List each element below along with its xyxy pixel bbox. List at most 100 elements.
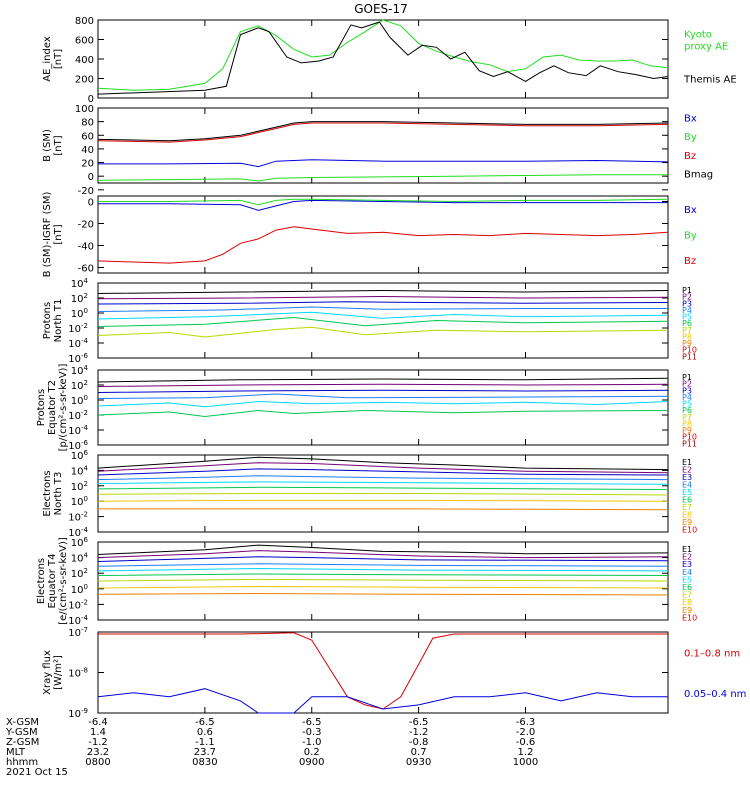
series-line-P4 <box>97 393 669 399</box>
y-tick-label: 0 <box>88 198 94 209</box>
series-line-E8 <box>97 585 669 589</box>
legend-entry: E7 <box>682 503 692 512</box>
series-line-P6 <box>97 316 669 327</box>
series-line-P6 <box>97 409 669 418</box>
y-tick-label: -20 <box>78 186 94 197</box>
legend-entry: P2 <box>682 380 692 389</box>
series-line-Bz <box>97 226 669 264</box>
y-tick-label: 10-6 <box>68 439 88 452</box>
series-line-Themis-AE <box>97 21 669 95</box>
legend-entry: E4 <box>682 568 692 577</box>
series-line-Kyoto-proxy-AE <box>97 19 669 91</box>
series-line-P4 <box>97 306 668 312</box>
y-axis-label: ElectronsNorth T3 <box>42 470 64 516</box>
legend-entry: P10 <box>682 346 697 355</box>
legend-entry: Bx <box>684 205 697 216</box>
series-line-Bx <box>98 159 669 168</box>
series-line-P1 <box>97 377 669 383</box>
legend-entry: P5 <box>682 313 692 322</box>
y-tick-label: 104 <box>71 364 89 377</box>
legend-entry: E3 <box>682 473 692 482</box>
legend-entry: Bz <box>684 151 696 162</box>
y-tick-label: 200 <box>75 75 94 86</box>
y-tick-label: -40 <box>78 242 94 253</box>
panel-bsm: 100 80 60 40 20 0 -20 B (SM)[nT] Bx By Bz Bmag <box>42 104 713 197</box>
series-line-E8 <box>97 499 669 502</box>
x-axis-value: 23.7 <box>194 747 216 758</box>
y-tick-label: 10-4 <box>68 337 88 350</box>
legend-entry: 0.05–0.4 nm <box>684 689 746 700</box>
legend-entry: Bz <box>684 256 696 267</box>
panel-ae: 800 600 400 200 0 AE_index[nT] Kyoto proxy AE Th… <box>42 16 737 105</box>
series-line-E9 <box>97 592 669 596</box>
legend-entry: Themis AE <box>683 75 737 86</box>
x-axis-value: -1.2 <box>88 737 108 748</box>
legend-entry: 0.1–0.8 nm <box>684 648 740 659</box>
x-axis-value: -2.0 <box>516 727 536 738</box>
x-axis-value: -6.3 <box>516 717 536 728</box>
chart-title: GOES-17 <box>354 2 408 16</box>
series-line-By <box>97 174 668 182</box>
y-axis-label: B (SM)-IGRF (SM)[nT] <box>42 192 64 278</box>
x-axis-row-label: MLT <box>6 747 26 758</box>
y-tick-label: 10-7 <box>68 626 88 639</box>
legend-entry: P1 <box>682 286 692 295</box>
legend-entry: E3 <box>682 560 692 569</box>
y-tick-label: 40 <box>81 145 94 156</box>
x-axis-value: -0.8 <box>409 737 429 748</box>
series-line-E6 <box>97 486 669 491</box>
y-tick-label: -60 <box>78 264 94 275</box>
x-axis-row-label: X-GSM <box>6 717 39 728</box>
series-line-E3 <box>97 468 669 476</box>
x-axis-value: 0800 <box>85 757 110 768</box>
y-axis-label: ElectronsEquator T4[e/(cm²-s-sr-keV)] <box>36 537 69 625</box>
y-axis-label: Xray flux[W/m²] <box>42 650 64 695</box>
x-axis-value: -1.0 <box>302 737 322 748</box>
y-tick-label: 102 <box>71 292 88 305</box>
series-line-Bz <box>97 122 669 143</box>
y-axis-label: AE_index[nT] <box>42 36 64 82</box>
y-tick-label: 80 <box>81 118 94 129</box>
legend-entry: Kyoto proxy AE <box>684 30 728 53</box>
panel-frame <box>97 454 669 533</box>
x-axis-value: -0.3 <box>302 727 322 738</box>
legend-entry: P9 <box>682 426 692 435</box>
series-line-Bmag <box>97 121 669 142</box>
legend-entry: P7 <box>682 413 692 422</box>
y-axis-label: ProtonsEquator T2[p/(cm²-s-sr-keV)] <box>36 364 69 452</box>
y-tick-label: 100 <box>71 307 88 320</box>
x-axis-row-label: 2021 Oct 15 <box>6 767 68 778</box>
y-tick-label: 10-4 <box>68 526 88 539</box>
panel-frame <box>97 369 669 446</box>
legend-entry: E10 <box>682 526 697 535</box>
y-tick-label: 0 <box>88 172 94 183</box>
legend-entry: P1 <box>682 373 692 382</box>
series-line-E7 <box>97 578 669 582</box>
y-tick-label: 102 <box>71 379 88 392</box>
legend-entry: P7 <box>682 326 692 335</box>
panel-pnorth: 104 102 100 10-2 10-4 10-6 ProtonsNorth T1 P1P2… <box>42 277 697 365</box>
series-line-E2 <box>97 550 669 559</box>
legend-entry: P5 <box>682 400 692 409</box>
x-axis-value: 0.2 <box>304 747 320 758</box>
legend-entry: P10 <box>682 433 697 442</box>
panel-frame <box>97 631 669 714</box>
series-line-P1 <box>97 289 669 294</box>
legend-entry: P3 <box>682 299 692 308</box>
y-tick-label: 600 <box>75 36 94 47</box>
panel-frame <box>97 282 669 359</box>
x-axis-row-label: Y-GSM <box>5 727 38 738</box>
series-line-E7 <box>97 493 669 496</box>
series-line-0-1-0-8-nm <box>98 632 668 710</box>
legend-entry: E5 <box>682 575 692 584</box>
x-axis-value: 1.4 <box>90 727 106 738</box>
y-tick-label: 106 <box>71 449 89 462</box>
series-line-0-05-0-4-nm <box>97 688 668 714</box>
series-line-P2 <box>97 383 669 387</box>
legend-entry: E8 <box>682 511 692 520</box>
legend-entry: P3 <box>682 386 692 395</box>
legend-entry: E1 <box>682 458 692 467</box>
legend-entry: E1 <box>682 545 692 554</box>
